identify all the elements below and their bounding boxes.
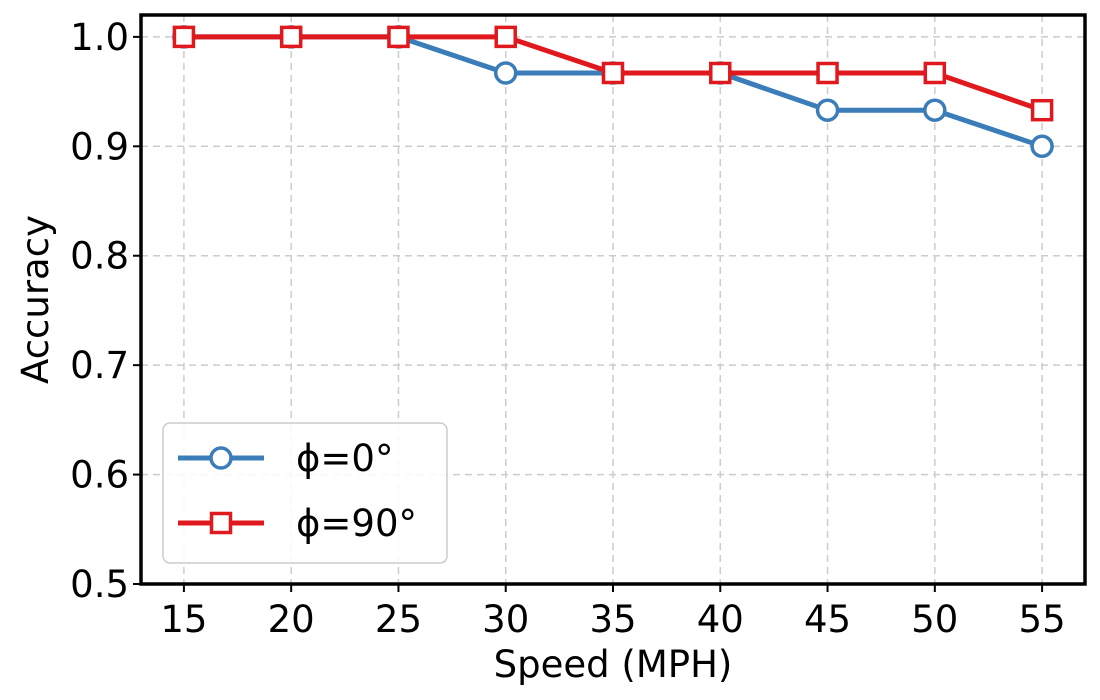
x-tick-label: 50 (911, 598, 958, 641)
data-point (1030, 134, 1054, 159)
data-point (923, 98, 947, 122)
data-point (815, 98, 840, 122)
data-point (923, 61, 947, 85)
x-tick-label: 55 (1019, 598, 1066, 641)
x-tick-label: 40 (697, 598, 744, 641)
x-tick-label: 25 (375, 598, 422, 641)
data-point (1030, 98, 1054, 122)
legend-label: ϕ=90° (296, 502, 417, 545)
x-tick-label: 45 (804, 598, 851, 641)
series-1 (172, 25, 1054, 122)
legend-label: ϕ=0° (296, 437, 393, 480)
y-tick-label: 0.8 (70, 235, 129, 278)
series-layer (172, 25, 1054, 159)
data-point (279, 25, 303, 49)
x-axis-label: Speed (MPH) (494, 643, 733, 686)
legend-marker (209, 511, 233, 535)
y-tick-label: 0.9 (70, 125, 129, 168)
y-tick-label: 0.6 (70, 454, 129, 497)
data-point (816, 61, 839, 85)
legend: ϕ=0° ϕ=90° (162, 422, 448, 564)
y-tick-label: 0.7 (70, 344, 129, 387)
data-point (172, 25, 196, 49)
data-point (601, 61, 625, 85)
x-tick-label: 35 (589, 598, 636, 641)
x-tick-label: 15 (160, 598, 207, 641)
y-tick-label: 0.5 (70, 563, 129, 606)
data-point (387, 25, 410, 49)
data-point (494, 25, 517, 49)
y-tick-label: 1.0 (70, 16, 129, 59)
x-tick-label: 20 (268, 598, 315, 641)
data-point (709, 61, 732, 85)
legend-marker (209, 446, 233, 470)
data-point (493, 61, 518, 85)
x-tick-label: 30 (482, 598, 529, 641)
axis-ticks: 15 20 25 30 35 40 45 50 55 0.5 0.6 0.7 0.8 0.9 1.0 (70, 16, 1065, 641)
y-axis-label: Accuracy (14, 215, 57, 384)
